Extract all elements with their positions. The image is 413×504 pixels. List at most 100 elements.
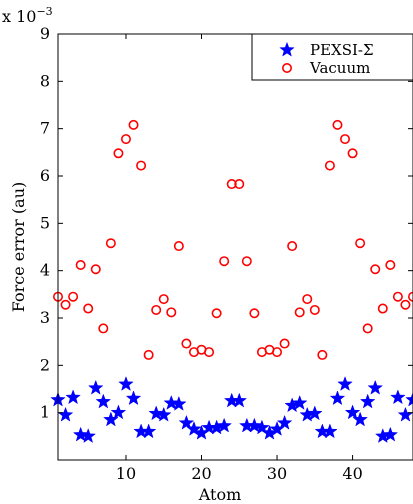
axis-ticks: 10 20 30 40 1 2 3 4 5 6 7 8 9: [40, 24, 413, 483]
data-point-star: [231, 392, 248, 408]
data-point-circle: [75, 259, 86, 270]
data-point-star: [291, 394, 308, 410]
data-point-star: [140, 423, 157, 439]
data-point-circle: [340, 134, 351, 145]
axes-frame: [57, 33, 413, 461]
data-point-star: [329, 390, 346, 406]
data-point-circle: [83, 303, 94, 314]
data-point-star: [276, 414, 293, 430]
legend-label-vacuum: Vacuum: [309, 59, 370, 77]
x-tick-label: 40: [342, 464, 362, 483]
legend-marker-star: [279, 41, 295, 57]
data-point-circle: [317, 349, 328, 360]
data-point-circle: [302, 294, 313, 305]
data-point-star: [246, 417, 263, 433]
data-point-circle: [392, 291, 403, 302]
x-tick-label: 20: [191, 464, 211, 483]
data-point-star: [397, 406, 413, 422]
data-point-star: [306, 405, 323, 421]
data-point-circle: [181, 338, 192, 349]
data-point-circle: [332, 119, 343, 130]
data-point-circle: [143, 349, 154, 360]
data-point-star: [352, 411, 368, 427]
data-point-circle: [385, 259, 396, 270]
data-point-star: [155, 406, 172, 422]
data-point-circle: [90, 264, 101, 275]
data-point-circle: [211, 308, 222, 319]
data-point-star: [125, 390, 142, 406]
y-tick-label: 1: [40, 403, 50, 422]
data-point-circle: [241, 256, 252, 267]
plot-area: [50, 119, 413, 443]
data-point-star: [80, 428, 97, 443]
data-point-circle: [60, 299, 71, 310]
data-point-circle: [272, 347, 283, 358]
y-tick-label: 5: [40, 213, 50, 232]
y-axis-title: Force error (au): [9, 182, 28, 312]
data-point-star: [359, 393, 376, 409]
legend-label-pexsi: PEXSI-Σ: [310, 41, 374, 59]
data-point-circle: [377, 303, 388, 314]
legend-marker-circle: [281, 62, 292, 73]
data-point-star: [186, 420, 202, 436]
data-point-star: [171, 395, 187, 411]
data-point-circle: [151, 304, 162, 315]
data-point-star: [163, 394, 180, 410]
data-point-circle: [68, 291, 79, 302]
data-point-circle: [234, 179, 245, 190]
y-tick-label: 3: [40, 308, 50, 327]
data-point-star: [367, 379, 384, 395]
data-point-circle: [166, 307, 177, 318]
data-point-star: [322, 423, 338, 439]
data-point-circle: [98, 323, 109, 334]
data-point-star: [72, 426, 89, 442]
data-point-circle: [362, 323, 373, 334]
y-tick-label: 6: [40, 166, 50, 185]
data-point-circle: [249, 308, 260, 319]
legend-star-icon: [279, 41, 295, 57]
series-pexsi: [50, 376, 413, 443]
data-point-circle: [309, 304, 320, 315]
data-point-star: [344, 404, 361, 420]
data-point-circle: [408, 291, 413, 302]
data-point-star: [110, 404, 127, 420]
data-point-star: [118, 376, 134, 391]
data-point-star: [148, 405, 165, 421]
legend: PEXSI-Σ Vacuum: [251, 33, 413, 81]
data-point-star: [382, 426, 399, 442]
data-point-circle: [128, 119, 139, 130]
data-point-circle: [370, 264, 381, 275]
y-tick-label: 8: [40, 71, 50, 90]
data-point-star: [390, 389, 406, 405]
data-point-circle: [136, 160, 147, 171]
data-point-star: [65, 389, 81, 405]
data-point-circle: [173, 241, 184, 252]
data-point-circle: [400, 299, 411, 310]
data-point-circle: [105, 238, 116, 249]
y-tick-label: 9: [40, 24, 50, 43]
y-scale-label: x 10−3: [2, 5, 53, 26]
x-axis-title: Atom: [198, 485, 242, 504]
data-point-circle: [219, 256, 230, 267]
data-point-star: [216, 417, 232, 433]
y-tick-label: 7: [40, 119, 50, 138]
data-point-circle: [120, 134, 131, 145]
x-tick-label: 30: [267, 464, 287, 483]
data-point-circle: [294, 307, 305, 318]
data-point-star: [95, 393, 112, 409]
data-point-star: [57, 406, 74, 422]
data-point-circle: [279, 338, 290, 349]
data-point-circle: [113, 148, 124, 159]
data-point-star: [337, 376, 353, 391]
data-point-star: [178, 414, 195, 430]
data-point-circle: [355, 238, 366, 249]
data-point-circle: [324, 160, 335, 171]
legend-circle-icon: [281, 62, 292, 73]
data-point-star: [405, 391, 413, 407]
legend-box: [251, 33, 413, 81]
data-point-circle: [158, 294, 169, 305]
y-tick-label: 4: [40, 261, 50, 280]
data-point-circle: [347, 148, 358, 159]
y-tick-label: 2: [40, 355, 50, 374]
